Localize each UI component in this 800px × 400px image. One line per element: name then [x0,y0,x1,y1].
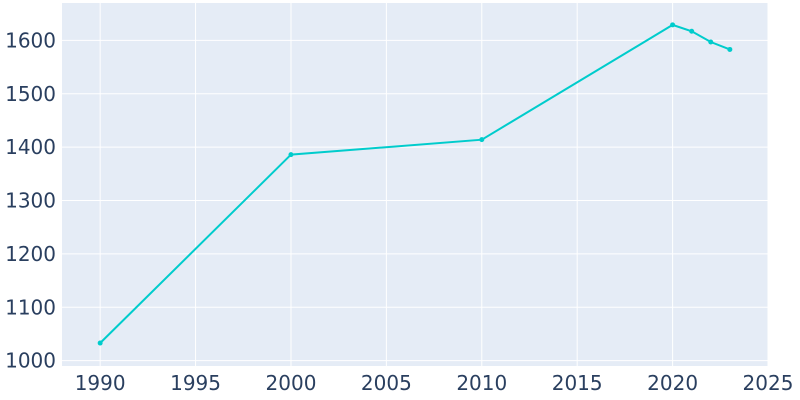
y-tick-label: 1100 [5,295,56,319]
y-tick-label: 1300 [5,189,56,213]
x-tick-label: 1995 [170,371,221,395]
x-tick-label: 2010 [456,371,507,395]
x-axis-tick-labels: 1990 1995 2000 2005 2010 2015 2020 2025 [75,371,794,395]
data-point [97,340,103,346]
y-tick-label: 1200 [5,242,56,266]
data-point [689,28,695,34]
x-tick-label: 2020 [647,371,698,395]
y-tick-label: 1400 [5,135,56,159]
x-tick-label: 2015 [552,371,603,395]
data-point [479,137,485,143]
plot-background [62,3,768,366]
x-gridlines [99,3,769,366]
population-series-points [97,22,733,346]
data-point [670,22,676,28]
y-tick-label: 1000 [5,349,56,373]
y-tick-label: 1600 [5,28,56,52]
y-axis-tick-labels: 1000 1100 1200 1300 1400 1500 1600 [5,28,56,372]
data-point [727,46,733,52]
x-tick-label: 2025 [743,371,794,395]
data-point [708,39,714,45]
data-point [288,152,294,158]
x-tick-label: 1990 [75,371,126,395]
x-tick-label: 2000 [266,371,317,395]
y-gridlines [62,39,768,362]
x-tick-label: 2005 [361,371,412,395]
y-tick-label: 1500 [5,82,56,106]
